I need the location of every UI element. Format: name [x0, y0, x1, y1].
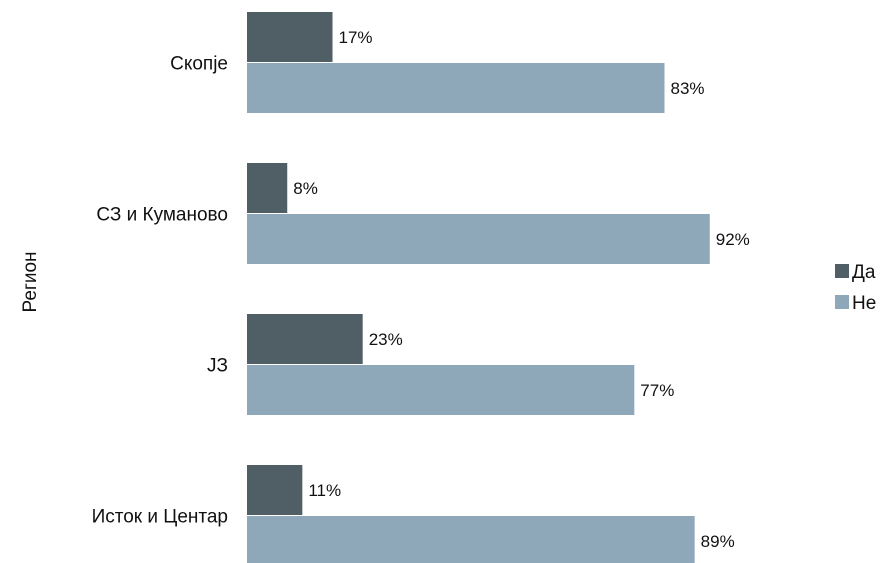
bar-yes: [247, 314, 363, 364]
legend-label: Да: [852, 262, 876, 283]
category-label: СЗ и Куманово: [96, 205, 228, 226]
bar-no: [247, 63, 665, 113]
data-label: 89%: [701, 532, 735, 551]
data-label: 83%: [670, 79, 704, 98]
category-label: Исток и Центар: [92, 507, 228, 528]
legend-swatch: [835, 295, 849, 309]
data-label: 17%: [339, 28, 373, 47]
bar-yes: [247, 12, 333, 62]
legend-swatch: [835, 264, 849, 278]
data-label: 23%: [369, 330, 403, 349]
category-label: Скопје: [170, 54, 228, 75]
data-label: 8%: [293, 179, 318, 198]
bar-yes: [247, 465, 303, 515]
y-axis-title: Регион: [20, 251, 41, 312]
legend: Да Не: [835, 262, 876, 314]
plot-area: Скопје 17% 83% СЗ и Куманово 8% 92% ЈЗ 23% 77% Ис…: [92, 12, 750, 563]
data-label: 77%: [640, 381, 674, 400]
legend-label: Не: [852, 293, 876, 314]
data-label: 92%: [716, 230, 750, 249]
category-label: ЈЗ: [207, 356, 228, 377]
bar-no: [247, 214, 710, 264]
bar-no: [247, 516, 695, 563]
data-label: 11%: [308, 481, 341, 500]
bar-yes: [247, 163, 288, 213]
bar-no: [247, 365, 635, 415]
